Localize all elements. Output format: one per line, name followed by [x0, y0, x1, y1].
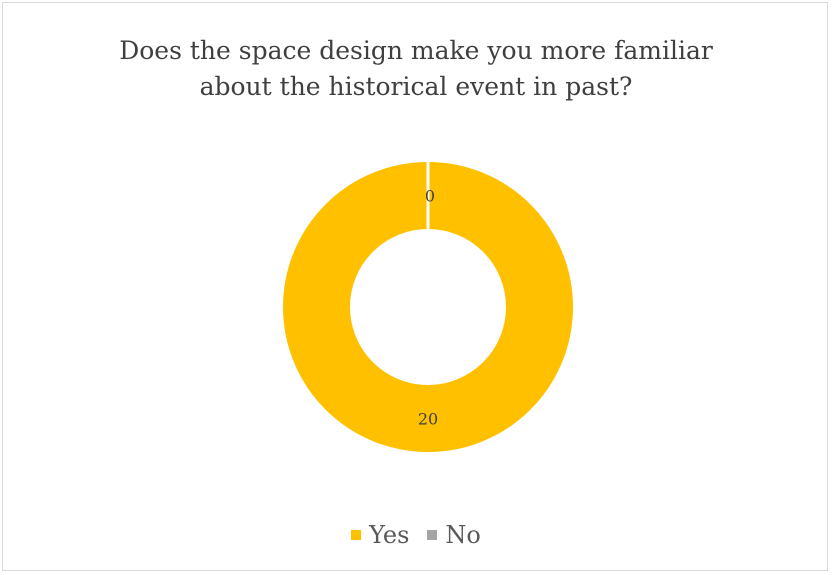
legend-item-yes: Yes — [351, 521, 409, 549]
donut-chart: 20 0 — [283, 161, 573, 452]
chart-title: Does the space design make you more fami… — [3, 33, 829, 105]
legend-item-no: No — [427, 521, 481, 549]
chart-title-line-2: about the historical event in past? — [199, 72, 633, 101]
data-label-yes: 20 — [418, 410, 438, 429]
chart-legend: Yes No — [3, 521, 829, 549]
legend-label-yes: Yes — [369, 521, 410, 549]
legend-swatch-yes — [351, 530, 362, 540]
data-label-no: 0 — [425, 187, 435, 206]
legend-swatch-no — [427, 530, 438, 540]
chart-title-line-1: Does the space design make you more fami… — [119, 36, 713, 65]
legend-label-no: No — [445, 521, 481, 549]
